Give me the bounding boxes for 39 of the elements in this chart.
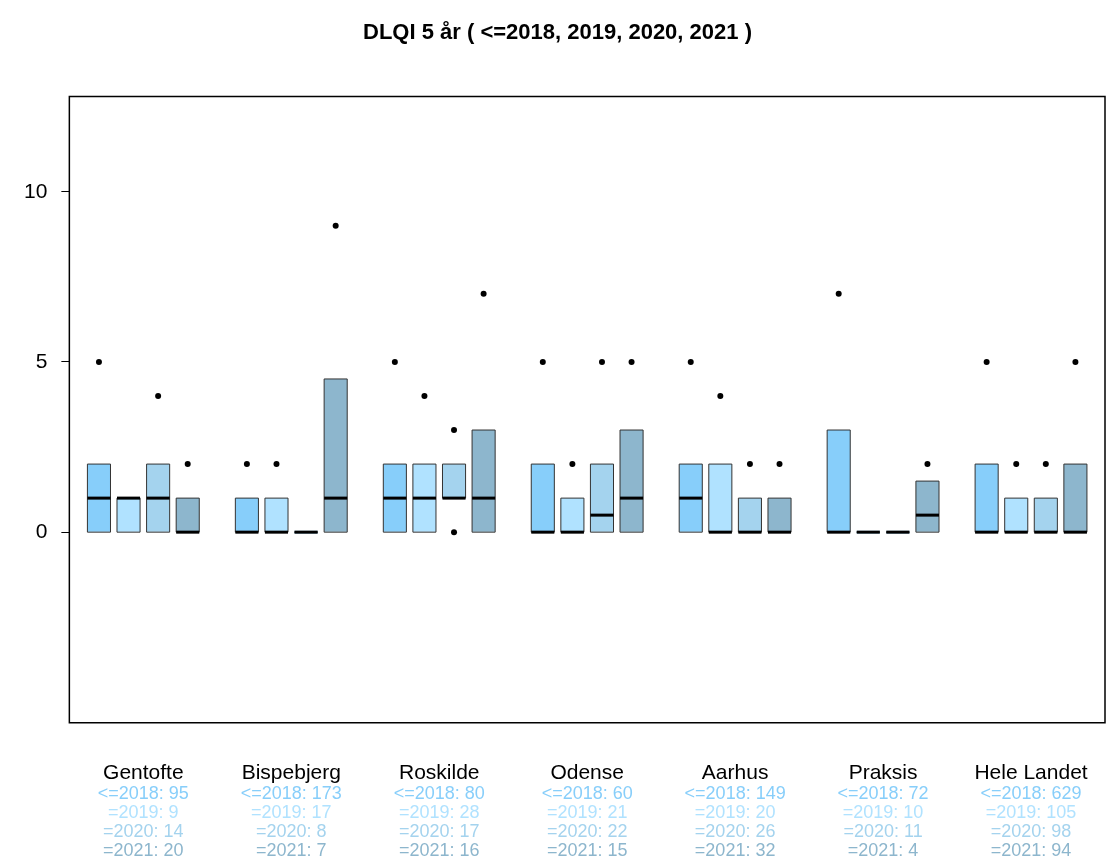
x-tick-label: Gentofte bbox=[103, 760, 184, 784]
text: =2019: 20 bbox=[694, 801, 776, 822]
text: =2021: 32 bbox=[694, 839, 776, 856]
y-tick-label: 0 bbox=[35, 518, 48, 542]
y-tick-label: 10 bbox=[24, 178, 48, 202]
text: =2021: 4 bbox=[847, 839, 919, 856]
text: <=2018: 629 bbox=[980, 782, 1082, 803]
text: =2020: 8 bbox=[255, 820, 327, 841]
x-tick-label: Bispebjerg bbox=[241, 760, 341, 784]
text: =2021: 16 bbox=[398, 839, 480, 856]
x-tick-label: Aarhus bbox=[701, 760, 769, 784]
x-tick-label: Praksis bbox=[848, 760, 918, 784]
text: <=2018: 95 bbox=[97, 782, 189, 803]
text: =2019: 10 bbox=[842, 801, 924, 822]
text: =2021: 20 bbox=[103, 839, 184, 856]
x-tick-label: Odense bbox=[550, 760, 624, 784]
x-tick-label: Roskilde bbox=[398, 760, 480, 784]
text: <=2018: 173 bbox=[240, 782, 342, 803]
text: =2021: 15 bbox=[546, 839, 628, 856]
y-tick-label: 5 bbox=[35, 348, 48, 372]
text: =2019: 9 bbox=[108, 801, 179, 822]
text: =2019: 28 bbox=[398, 801, 480, 822]
text: =2019: 21 bbox=[546, 801, 628, 822]
text: <=2018: 60 bbox=[541, 782, 633, 803]
text: <=2018: 80 bbox=[393, 782, 485, 803]
text: =2020: 26 bbox=[694, 820, 776, 841]
text: =2020: 11 bbox=[843, 820, 923, 841]
text: =2020: 17 bbox=[398, 820, 480, 841]
text: =2020: 22 bbox=[546, 820, 628, 841]
text: =2020: 98 bbox=[990, 820, 1072, 841]
x-tick-label: Hele Landet bbox=[974, 760, 1088, 784]
text: <=2018: 72 bbox=[837, 782, 929, 803]
text: =2021: 94 bbox=[990, 839, 1072, 856]
chart-title: DLQI 5 år ( <=2018, 2019, 2020, 2021 ) bbox=[363, 19, 752, 45]
text: <=2018: 149 bbox=[684, 782, 786, 803]
text: =2019: 105 bbox=[985, 801, 1077, 822]
text: =2021: 7 bbox=[255, 839, 327, 856]
text: =2019: 17 bbox=[250, 801, 332, 822]
text: =2020: 14 bbox=[103, 820, 184, 841]
